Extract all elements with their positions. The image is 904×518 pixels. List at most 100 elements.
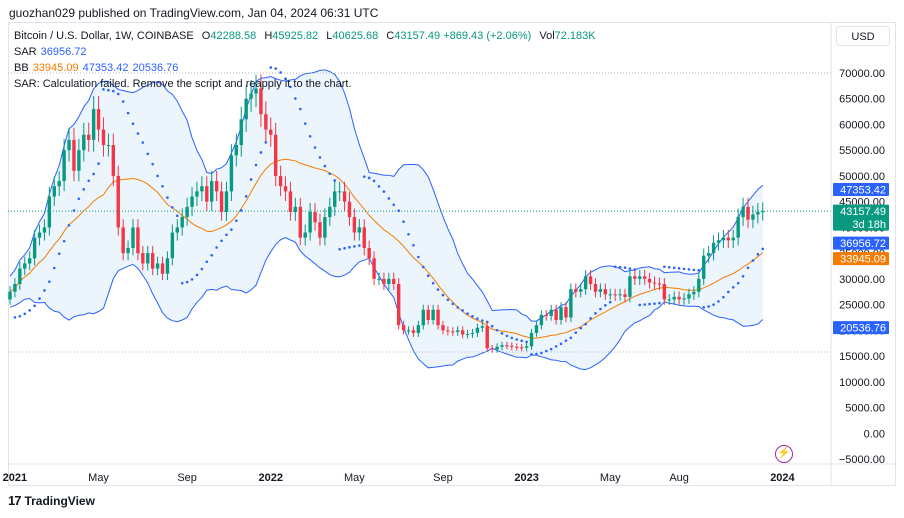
candle [205,176,209,211]
candle-body [91,109,96,140]
high-value: 45925.82 [272,30,319,42]
legend-bb-row[interactable]: BB 33945.09 47353.42 20536.76 [14,60,596,76]
sar-dot [28,309,31,312]
candle [515,343,519,351]
x-tick-label: 2024 [770,472,795,484]
candle-body [583,276,588,290]
candle [706,245,711,263]
sar-dot [294,97,297,100]
candle-body [229,155,234,192]
bb-label: BB [14,62,29,74]
candle-body [500,345,504,347]
close-value: 43157.49 [394,30,441,42]
sar-dot [254,163,258,167]
candle-body [411,330,416,333]
legend-sar-row[interactable]: SAR 36956.72 [14,44,596,60]
candle [426,304,430,325]
sar-dot [697,269,701,272]
bb-upper-badge-bg [833,183,889,197]
candle-body [642,276,647,279]
candle-body [662,284,667,300]
candle-body [62,150,66,182]
candle-body [269,129,273,135]
candle [141,245,145,271]
candle [37,224,42,246]
candle-body [155,263,160,269]
candle-body [57,181,61,187]
candle-body [367,247,371,259]
y-tick-label: 70000.00 [839,68,885,80]
sar-dot [72,209,76,212]
candle-body [687,294,691,299]
bb-basis-line [9,158,764,339]
sar-dot [166,196,169,199]
candle [761,202,765,221]
candle [736,208,740,246]
sar-badge-bg [833,236,889,250]
sar-dot [663,265,666,269]
sar-dot [284,77,287,80]
bb-upper-badge: 47353.42 [833,183,889,197]
candle [32,229,37,266]
candle [308,203,312,241]
candle [313,203,317,231]
candle-body [569,289,573,318]
sar-dot [574,331,578,334]
candle [111,133,116,187]
candle-body [401,325,406,331]
candle-body [431,309,435,321]
candle-body [446,330,450,332]
x-tick-label: May [344,472,365,484]
candle [746,197,750,229]
candle-body [32,237,37,259]
candle [446,326,450,336]
candle [672,291,676,305]
sar-dot [392,203,396,207]
currency-selector[interactable]: USD [836,26,890,46]
candle [692,286,696,300]
candle [657,277,662,290]
candle-body [751,214,755,220]
sar-dot [377,185,381,188]
candle-body [160,263,165,274]
candle [72,128,76,182]
candle [539,310,544,330]
candle-body [519,347,524,349]
candle-body [495,346,499,350]
x-tick-label: 2022 [259,472,283,484]
sar-dot [500,332,504,335]
footer-brand[interactable]: 17 TradingView [8,493,95,508]
candle-body [308,211,312,233]
symbol-title[interactable]: Bitcoin / U.S. Dollar, 1W, COINBASE [14,30,194,42]
sar-dot [633,268,637,271]
sar-dot [190,278,194,281]
candle-body [126,247,130,254]
candle-body [372,258,376,279]
candle [495,343,499,353]
candle-body [131,227,135,248]
candle-body [249,93,253,99]
candle [726,229,731,248]
candle-body [303,232,307,238]
candle-body [480,326,485,328]
candle [475,323,480,337]
candle-body [72,139,76,171]
sar-dot [417,255,420,259]
candle-body [702,255,706,279]
candle-body [283,186,288,192]
candle [146,245,150,271]
sar-dot [215,246,218,249]
candle [91,96,96,152]
candle-body [264,114,268,130]
x-tick-label: Sep [433,472,453,484]
lightning-icon[interactable]: ⚡ [775,445,793,463]
candle [485,321,489,352]
sar-dot [220,239,223,243]
candle-body [426,309,430,321]
sar-dot [613,265,617,269]
candles [8,74,765,353]
sar-dot [13,316,17,319]
sar-dot [722,295,725,299]
y-tick-label: 0.00 [864,428,885,440]
